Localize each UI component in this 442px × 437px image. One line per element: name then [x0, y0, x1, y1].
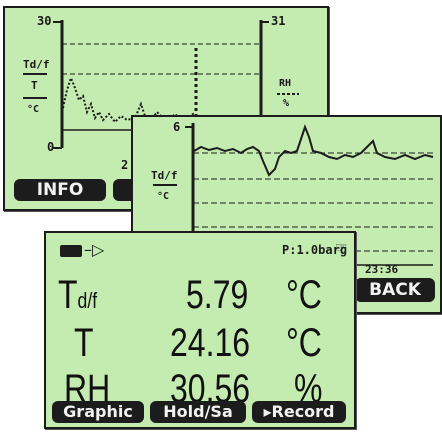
screen-readings: –▷ P:1.0barɡ ☞ Td/f 5.79 °C T 24.16 °C R…: [44, 231, 356, 429]
pressure-readout: P:1.0barɡ: [282, 243, 348, 257]
x-axis-tick: 2: [121, 158, 129, 172]
y-axis-top-label: 6: [173, 120, 181, 134]
y-axis-bottom-label: 0: [47, 140, 55, 154]
reading-label-t: T: [74, 321, 94, 365]
axis-label-celsius: °C: [157, 191, 170, 202]
reading-label-subscript: d/f: [77, 288, 98, 313]
reading-value-tdf: 5.79: [186, 273, 249, 317]
right-axis-top-label: 31: [271, 14, 286, 28]
axis-label-t: T: [31, 79, 38, 92]
reading-label-tdf: Td/f: [58, 273, 97, 318]
axis-label-tdf: Td/f: [151, 169, 178, 182]
hold-save-button[interactable]: Hold/Sa: [150, 401, 246, 423]
reading-unit-tdf: °C: [286, 273, 322, 317]
axis-label-tdf: Td/f: [23, 58, 50, 71]
time-label: 23:36: [365, 263, 399, 276]
axis-label-rh: RH: [279, 78, 292, 89]
record-button[interactable]: ▸Record: [252, 401, 346, 423]
y-axis-top-label: 30: [37, 14, 52, 28]
graphic-button[interactable]: Graphic: [52, 401, 144, 423]
axis-label-percent: %: [283, 98, 290, 109]
axis-label-celsius: °C: [27, 104, 40, 115]
info-button[interactable]: INFO: [14, 179, 106, 201]
hand-icon: ☞: [335, 240, 348, 256]
battery-icon: [60, 245, 82, 257]
plug-icon: –▷: [84, 240, 105, 259]
reading-label-letter: T: [58, 273, 78, 317]
back-button[interactable]: BACK: [355, 278, 435, 302]
reading-unit-t: °C: [286, 321, 322, 365]
reading-value-t: 24.16: [170, 321, 251, 365]
